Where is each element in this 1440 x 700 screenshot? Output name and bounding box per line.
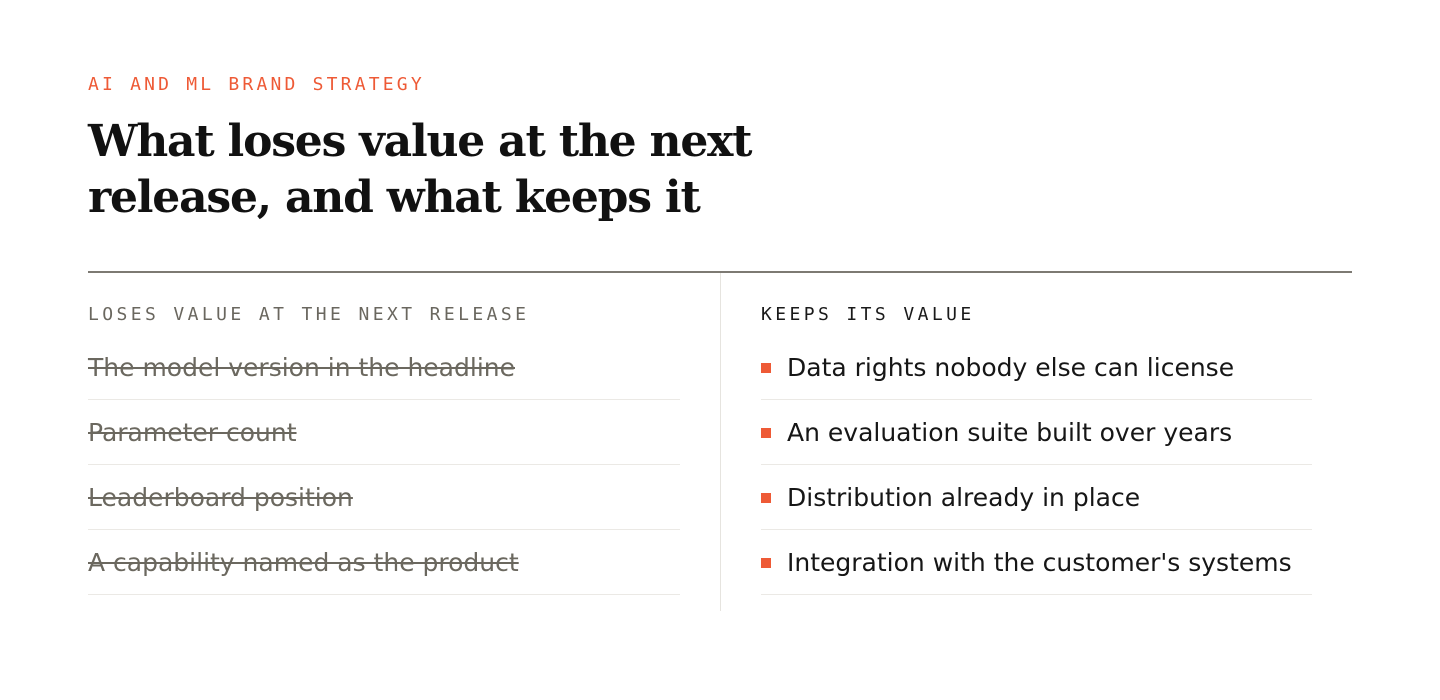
list-item: Integration with the customer's systems xyxy=(761,531,1312,595)
keeps-value-heading: KEEPS ITS VALUE xyxy=(761,304,975,325)
square-bullet-icon xyxy=(761,362,771,373)
page-title: What loses value at the next release, an… xyxy=(88,116,752,223)
loses-value-column: LOSES VALUE AT THE NEXT RELEASE The mode… xyxy=(88,273,680,595)
list-item: Parameter count xyxy=(88,401,680,465)
list-item-text: Integration with the customer's systems xyxy=(787,548,1292,577)
list-item: The model version in the headline xyxy=(88,336,680,400)
list-item-text: Leaderboard position xyxy=(88,483,353,512)
square-bullet-icon xyxy=(761,492,771,503)
list-item: Data rights nobody else can license xyxy=(761,336,1312,400)
list-item: An evaluation suite built over years xyxy=(761,401,1312,465)
loses-value-list: The model version in the headline Parame… xyxy=(88,336,680,595)
list-item-text: Data rights nobody else can license xyxy=(787,353,1235,382)
list-item-text: Parameter count xyxy=(88,418,297,447)
list-item-text: An evaluation suite built over years xyxy=(787,418,1233,447)
list-item-text: Distribution already in place xyxy=(787,483,1141,512)
square-bullet-icon xyxy=(761,427,771,438)
list-item: Leaderboard position xyxy=(88,466,680,530)
eyebrow-label: AI AND ML BRAND STRATEGY xyxy=(88,74,425,95)
list-item: Distribution already in place xyxy=(761,466,1312,530)
column-divider xyxy=(720,273,721,611)
list-item-text: The model version in the headline xyxy=(88,353,515,382)
top-rule xyxy=(88,271,1352,273)
list-item: A capability named as the product xyxy=(88,531,680,595)
loses-value-heading: LOSES VALUE AT THE NEXT RELEASE xyxy=(88,304,530,325)
keeps-value-column: KEEPS ITS VALUE Data rights nobody else … xyxy=(761,273,1312,595)
square-bullet-icon xyxy=(761,557,771,568)
list-item-text: A capability named as the product xyxy=(88,548,519,577)
keeps-value-list: Data rights nobody else can license An e… xyxy=(761,336,1312,595)
